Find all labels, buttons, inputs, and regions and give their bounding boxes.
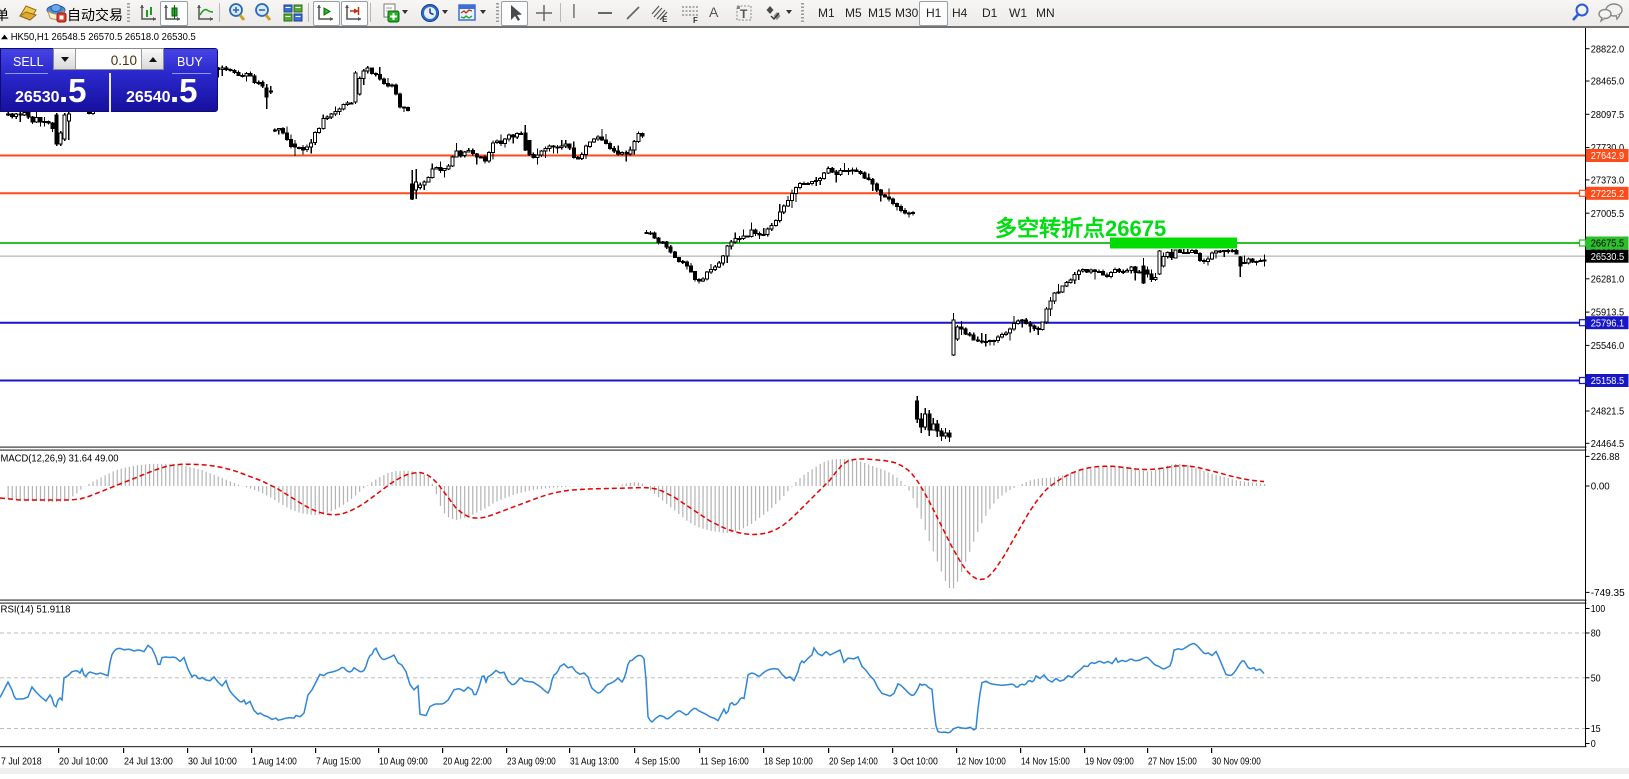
svg-text:RSI(14) 51.9118: RSI(14) 51.9118 [1, 604, 71, 616]
svg-text:0.00: 0.00 [1591, 481, 1610, 493]
svg-text:80: 80 [1591, 628, 1601, 640]
svg-text:100: 100 [1591, 603, 1606, 615]
svg-text:25796.1: 25796.1 [1591, 317, 1625, 329]
svg-text:MACD(12,26,9) 31.64 49.00: MACD(12,26,9) 31.64 49.00 [1, 453, 119, 465]
svg-text:24464.5: 24464.5 [1591, 438, 1625, 450]
svg-text:26530.5: 26530.5 [1591, 251, 1625, 263]
svg-text:23 Aug 09:00: 23 Aug 09:00 [507, 755, 556, 767]
svg-text:18 Sep 10:00: 18 Sep 10:00 [764, 755, 813, 767]
svg-text:7 Jul 2018: 7 Jul 2018 [1, 755, 42, 767]
svg-text:27225.2: 27225.2 [1591, 188, 1625, 200]
svg-text:15: 15 [1591, 723, 1601, 735]
svg-text:226.88: 226.88 [1591, 451, 1620, 463]
svg-text:25546.0: 25546.0 [1591, 340, 1625, 352]
svg-text:28097.5: 28097.5 [1591, 109, 1625, 121]
svg-text:7 Aug 15:00: 7 Aug 15:00 [316, 755, 361, 767]
svg-text:-749.35: -749.35 [1591, 587, 1625, 599]
svg-text:E: E [662, 15, 668, 24]
svg-text:多空转折点26675: 多空转折点26675 [995, 216, 1166, 241]
svg-text:HK50,H1 26548.5 26570.5 26518: HK50,H1 26548.5 26570.5 26518.0 26530.5 [11, 31, 196, 43]
svg-text:27 Nov 15:00: 27 Nov 15:00 [1148, 755, 1197, 767]
svg-text:27642.9: 27642.9 [1591, 150, 1625, 162]
svg-text:26675.5: 26675.5 [1591, 238, 1625, 250]
svg-text:19 Nov 09:00: 19 Nov 09:00 [1085, 755, 1134, 767]
svg-text:30 Jul 10:00: 30 Jul 10:00 [188, 755, 237, 767]
svg-text:26281.0: 26281.0 [1591, 273, 1625, 285]
svg-text:20 Aug 22:00: 20 Aug 22:00 [443, 755, 492, 767]
svg-text:30 Nov 09:00: 30 Nov 09:00 [1212, 755, 1261, 767]
svg-text:4 Sep 15:00: 4 Sep 15:00 [635, 755, 680, 767]
svg-text:50: 50 [1591, 672, 1601, 684]
svg-text:20 Sep 14:00: 20 Sep 14:00 [829, 755, 878, 767]
svg-text:20 Jul 10:00: 20 Jul 10:00 [59, 755, 108, 767]
svg-text:14 Nov 15:00: 14 Nov 15:00 [1021, 755, 1070, 767]
svg-text:28465.0: 28465.0 [1591, 76, 1625, 88]
svg-text:3 Oct 10:00: 3 Oct 10:00 [893, 755, 938, 767]
svg-text:25158.5: 25158.5 [1591, 375, 1625, 387]
svg-text:F: F [693, 16, 698, 24]
svg-text:31 Aug 13:00: 31 Aug 13:00 [570, 755, 619, 767]
svg-text:11 Sep 16:00: 11 Sep 16:00 [700, 755, 749, 767]
svg-text:24821.5: 24821.5 [1591, 406, 1625, 418]
svg-text:27373.0: 27373.0 [1591, 175, 1625, 187]
svg-text:24 Jul 13:00: 24 Jul 13:00 [124, 755, 173, 767]
svg-text:10 Aug 09:00: 10 Aug 09:00 [379, 755, 428, 767]
svg-text:1 Aug 14:00: 1 Aug 14:00 [252, 755, 297, 767]
svg-text:28822.0: 28822.0 [1591, 43, 1625, 55]
svg-text:T: T [740, 7, 748, 21]
svg-text:27005.5: 27005.5 [1591, 208, 1625, 220]
svg-text:12 Nov 10:00: 12 Nov 10:00 [957, 755, 1006, 767]
